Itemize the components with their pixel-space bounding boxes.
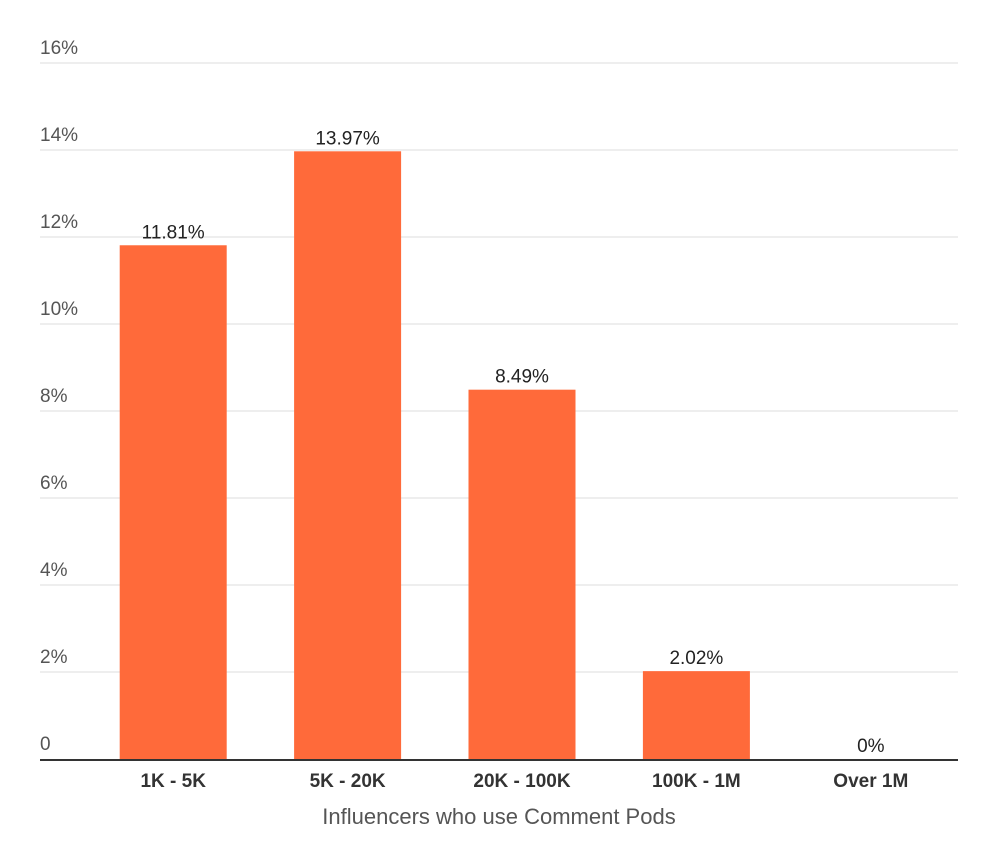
- y-tick-label: 4%: [40, 560, 68, 581]
- x-tick-label: 1K - 5K: [140, 771, 206, 792]
- y-tick-label: 12%: [40, 212, 78, 233]
- bar: [119, 245, 227, 759]
- y-tick-label: 0: [40, 734, 51, 755]
- x-tick-label: 5K - 20K: [310, 771, 386, 792]
- y-tick-label: 2%: [40, 647, 68, 668]
- y-axis-tick-labels: 0 2% 4% 6% 8% 10% 12% 14% 16%: [40, 38, 78, 755]
- x-tick-label: Over 1M: [833, 771, 908, 792]
- bar-value-label: 2.02%: [669, 648, 723, 669]
- bars: [119, 151, 750, 759]
- x-tick-label: 20K - 100K: [473, 771, 570, 792]
- bar-value-labels: 11.81% 13.97% 8.49% 2.02% 0%: [142, 128, 885, 757]
- bar-value-label: 11.81%: [142, 222, 205, 243]
- y-tick-label: 6%: [40, 473, 68, 494]
- bar: [642, 671, 750, 759]
- y-tick-label: 10%: [40, 299, 78, 320]
- y-tick-label: 14%: [40, 125, 78, 146]
- bar: [468, 389, 576, 759]
- x-tick-label: 100K - 1M: [652, 771, 741, 792]
- y-tick-label: 8%: [40, 386, 68, 407]
- bar-value-label: 8.49%: [495, 367, 549, 388]
- x-axis-tick-labels: 1K - 5K 5K - 20K 20K - 100K 100K - 1M Over 1…: [140, 771, 908, 792]
- bar-value-label: 13.97%: [315, 128, 380, 149]
- x-axis-title: Influencers who use Comment Pods: [322, 804, 675, 829]
- y-tick-label: 16%: [40, 38, 78, 59]
- bar-value-label: 0%: [857, 736, 885, 757]
- bar: [294, 151, 402, 759]
